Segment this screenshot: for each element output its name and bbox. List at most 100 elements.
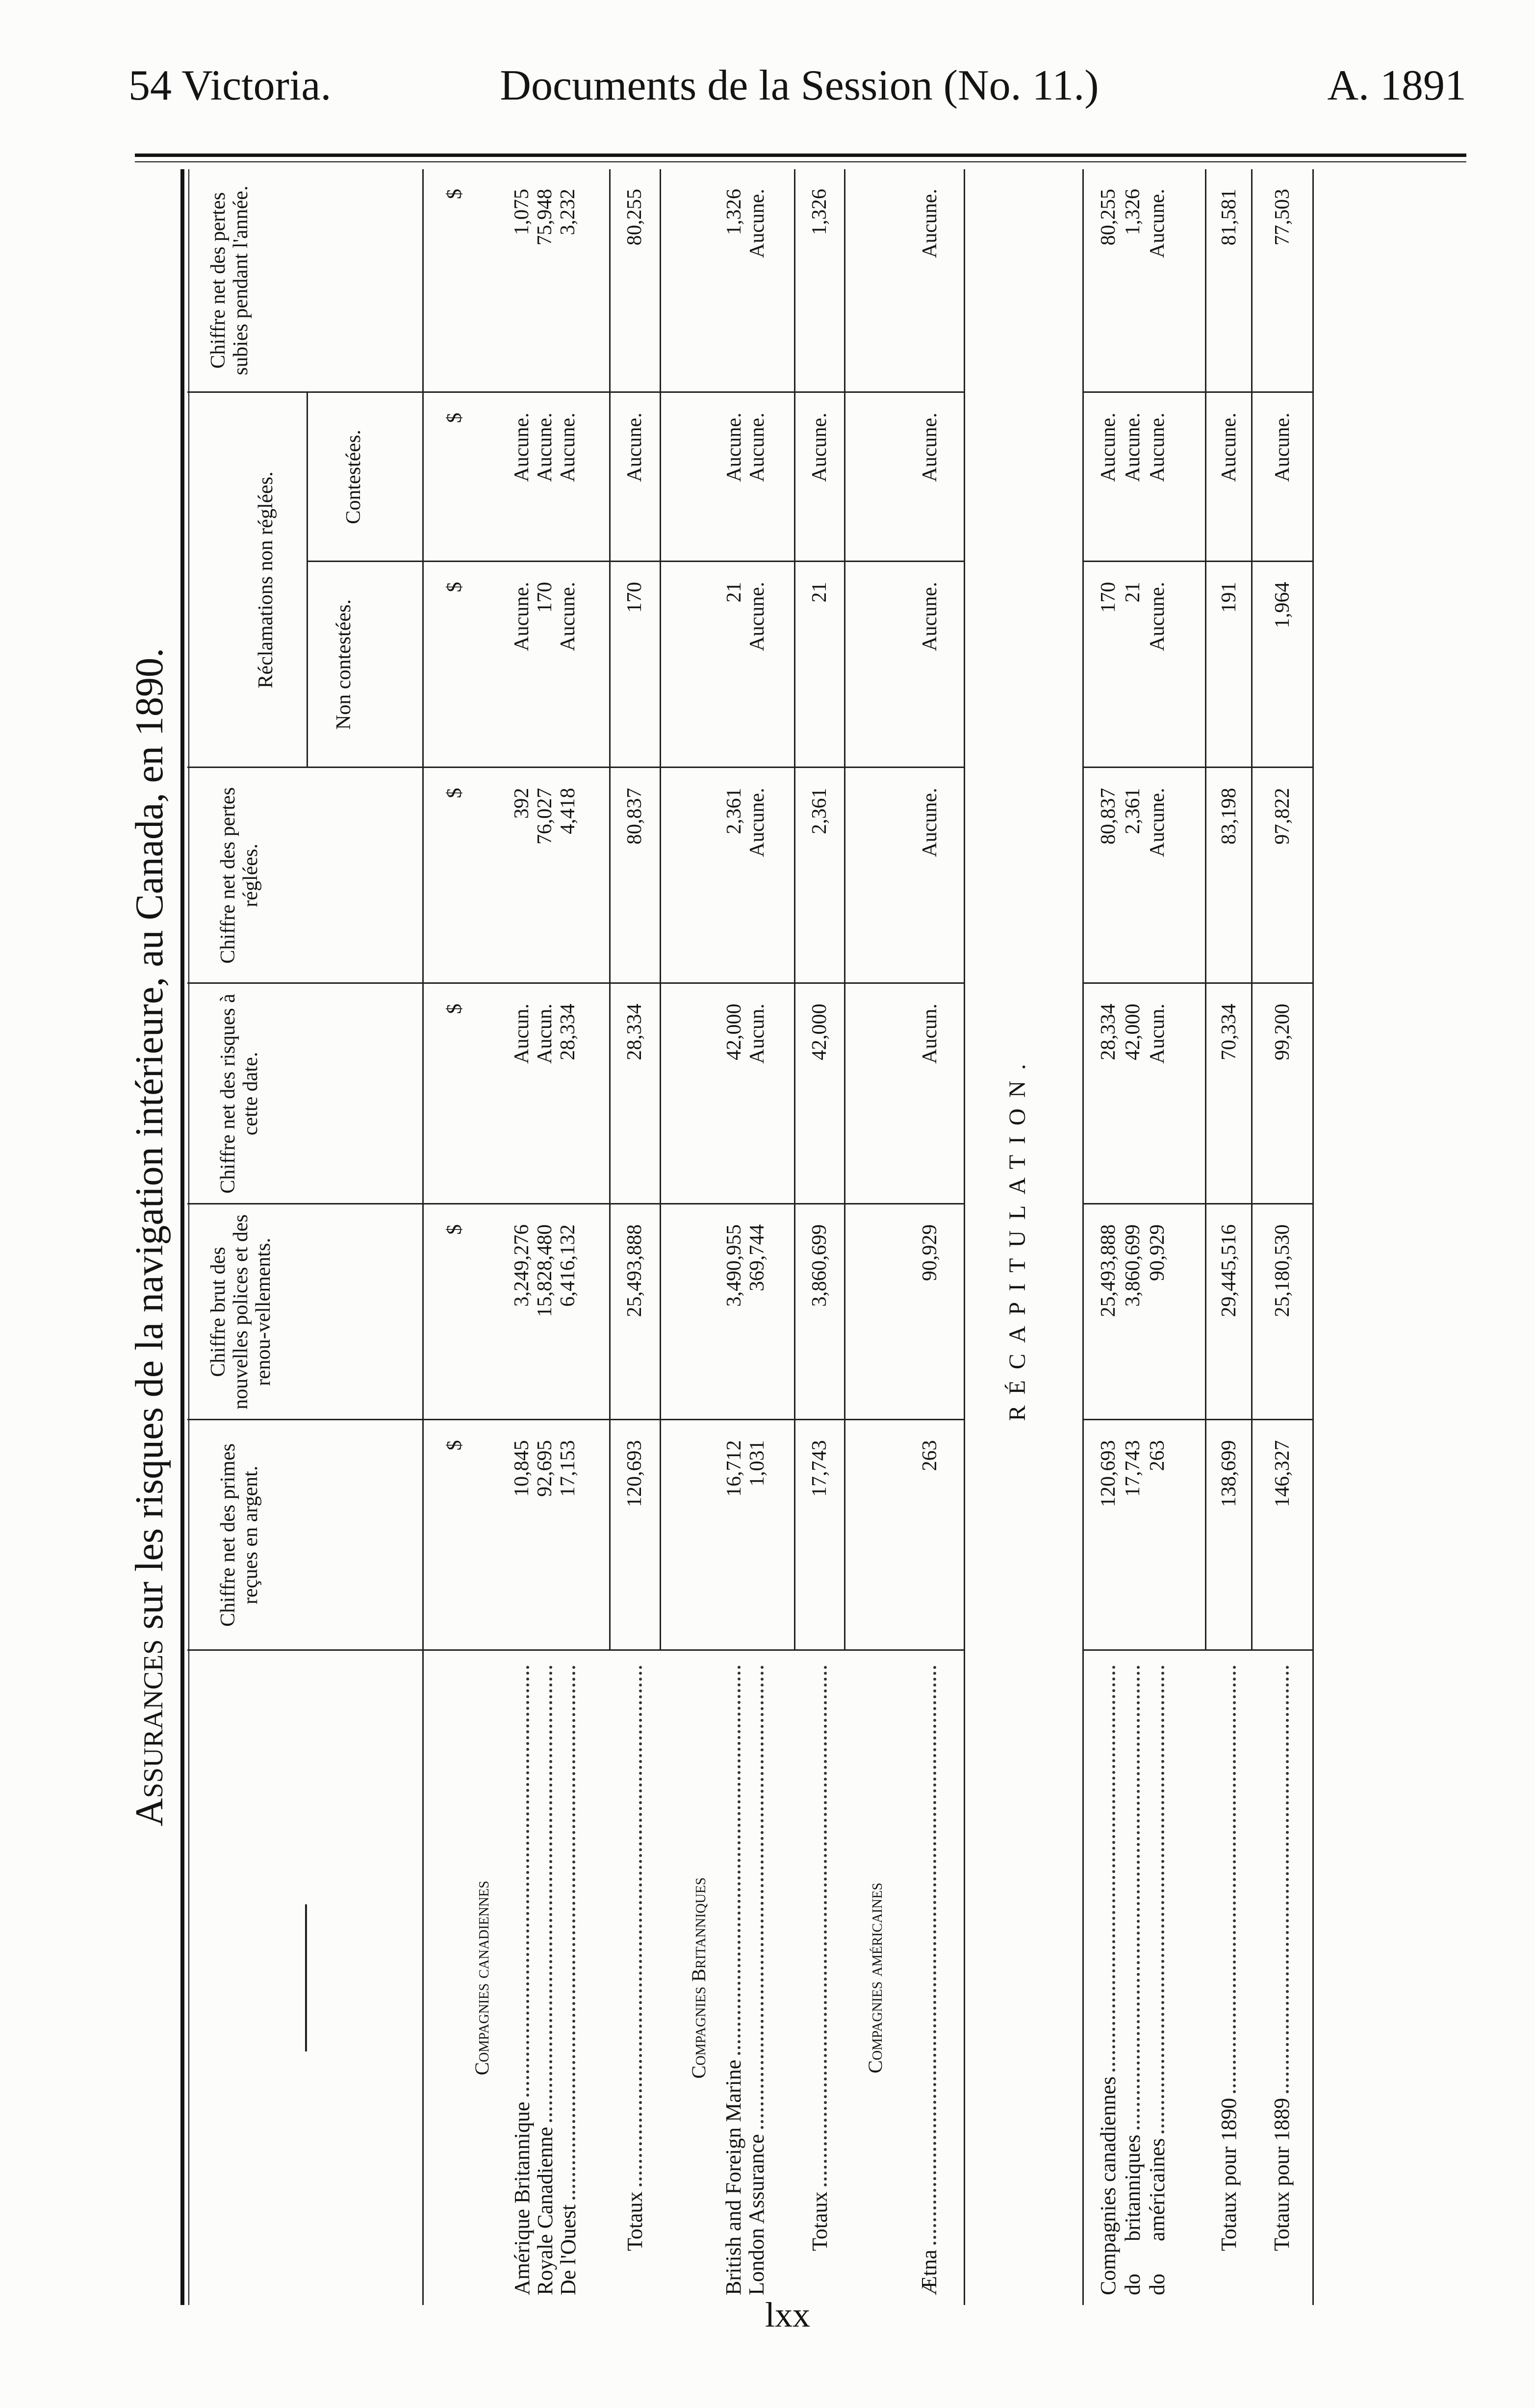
cell-value: Aucun. (533, 1003, 556, 1064)
currency-symbol: $ (443, 1440, 466, 1451)
spacer (466, 413, 511, 561)
cell-value: 369,744 (745, 1224, 768, 1292)
recap-value: Aucune. (1146, 788, 1169, 857)
recap-label-cell: Compagnies canadiennes do britanniques doam… (1083, 1650, 1206, 2305)
currency-symbol: $ (443, 1003, 466, 1014)
recap-value: 120,693 (1097, 1440, 1120, 1508)
recap-label: américaines (1145, 2138, 1169, 2241)
recap-value-cell: 120,693 17,743 263 (1083, 1420, 1206, 1650)
row-label: Totaux pour 1890 (1217, 1661, 1241, 2296)
recap-label: Compagnies canadiennes (1096, 2076, 1120, 2295)
section-row: Compagnies Britanniques British and Forei… (660, 169, 794, 2305)
recap-value: 263 (1146, 1440, 1169, 1471)
value-cell: 3,490,955 369,744 (660, 1204, 794, 1420)
recap-total-value-cell: 25,180,530 (1252, 1204, 1313, 1420)
dot-leader (639, 1665, 642, 2187)
recap-value-cell: 80,255 1,326 Aucune. (1083, 169, 1206, 392)
total-value-cell: 42,000 (794, 983, 844, 1204)
spacer (466, 582, 511, 767)
currency-symbol: $ (443, 582, 466, 592)
total-value: 25,493,888 (623, 1224, 646, 1317)
cell-value: Aucune. (745, 788, 768, 857)
recap-value: 2,361 (1122, 788, 1144, 835)
recap-total-value-cell: 97,822 (1252, 768, 1313, 983)
row-label: Royale Canadienne (533, 1661, 557, 2295)
recap-value-cell: 28,334 42,000 Aucun. (1083, 983, 1206, 1204)
title-rest: sur les risques de la navigation intérie… (128, 647, 171, 1639)
dot-leader (1112, 1665, 1115, 2072)
recap-total-value-cell: 29,445,516 (1205, 1204, 1252, 1420)
recap-row-label-text: do américaines (1145, 2138, 1170, 2295)
value-cell: Aucune. (844, 768, 964, 983)
recap-total-value: 99,200 (1271, 1003, 1294, 1061)
spacer (1084, 1225, 1096, 1419)
cell-value: Aucune. (918, 189, 941, 258)
cell-value: Aucune. (918, 788, 941, 857)
recap-value: Aucune. (1097, 412, 1120, 482)
row-label: Totaux (808, 1661, 832, 2296)
recap-total-value: 29,445,516 (1217, 1224, 1240, 1317)
recap-row-label: Compagnies canadiennes (1096, 1661, 1121, 2295)
totals-label-cell: Totaux (610, 1650, 660, 2305)
cell-value: Aucune. (722, 412, 745, 482)
recap-total-value: 77,503 (1271, 189, 1294, 246)
section-heading: Compagnies Britanniques (688, 1877, 710, 2079)
recap-total-value: 146,327 (1271, 1440, 1294, 1508)
total-value-cell: 3,860,699 (794, 1204, 844, 1420)
spacer (845, 582, 919, 767)
cell-value: 10,845 (510, 1440, 533, 1497)
total-value-cell: 170 (610, 562, 660, 768)
spacer (424, 1225, 443, 1419)
dot-leader (933, 1665, 936, 2245)
totals-row: Totaux 17,743 3,860,699 42,000 2,361 21 Aucune… (794, 169, 844, 2305)
recap-value-cell: 170 21 Aucune. (1083, 562, 1206, 768)
spacer (424, 189, 443, 392)
totals-row: Totaux 120,693 25,493,888 28,334 80,837 170 Au… (610, 169, 660, 2305)
recap-total-value: 97,822 (1271, 788, 1294, 845)
recap-value: Aucune. (1146, 189, 1169, 258)
row-label: Amérique Britannique (510, 1661, 534, 2295)
total-value: Aucune. (808, 412, 831, 482)
value-cell: Aucune. Aucune. (660, 392, 794, 562)
total-value-cell: 80,837 (610, 768, 660, 983)
total-value-cell: 2,361 (794, 768, 844, 983)
recap-value: Aucune. (1146, 412, 1169, 482)
recap-total-value: Aucune. (1271, 412, 1294, 482)
ditto-mark: do (1121, 2274, 1145, 2295)
rotated-table-page: Assurances sur les risques de la navigat… (123, 169, 1324, 2305)
row-label-text: Royale Canadienne (533, 2126, 557, 2295)
row-label: Ætna (917, 1661, 941, 2295)
section-row: Compagnies américaines Ætna 263 90,929 Aucun… (844, 169, 964, 2305)
spacer (845, 788, 919, 983)
recap-value: 25,493,888 (1097, 1224, 1120, 1317)
spacer (845, 1440, 919, 1650)
recap-value: Aucun. (1146, 1003, 1169, 1064)
recap-total-value-cell: 191 (1205, 562, 1252, 768)
cell-value: Aucune. (918, 412, 941, 482)
header-session-year: 54 Victoria. (128, 62, 332, 109)
cell-value: 42,000 (722, 1003, 745, 1061)
value-cell: $10,845 92,695 17,153 (423, 1420, 610, 1650)
value-cell: 90,929 (844, 1204, 964, 1420)
recap-table-body: Compagnies canadiennes do britanniques doam… (1083, 169, 1313, 2305)
recap-value: 17,743 (1122, 1440, 1144, 1497)
value-cell: 2,361 Aucune. (660, 768, 794, 983)
spacer (845, 1225, 919, 1419)
dot-leader (761, 1665, 764, 2129)
cell-value: 1,326 (722, 189, 745, 235)
value-cell: 263 (844, 1420, 964, 1650)
spacer (887, 1661, 918, 2296)
total-value: 2,361 (808, 788, 831, 835)
total-value-cell: 120,693 (610, 1420, 660, 1650)
value-cell: $3,249,276 15,828,480 6,416,132 (423, 1204, 610, 1420)
recap-value: 3,860,699 (1122, 1224, 1144, 1307)
total-value-cell: Aucune. (794, 392, 844, 562)
recap-label: britanniques (1121, 2134, 1145, 2241)
spacer (845, 189, 919, 392)
section-label-cell: Compagnies américaines Ætna (844, 1650, 964, 2305)
cell-value: Aucun. (745, 1003, 768, 1064)
cell-value: 76,027 (533, 788, 556, 845)
total-value-cell: 80,255 (610, 169, 660, 392)
spacer (1084, 189, 1096, 392)
currency-symbol: $ (443, 1224, 466, 1235)
